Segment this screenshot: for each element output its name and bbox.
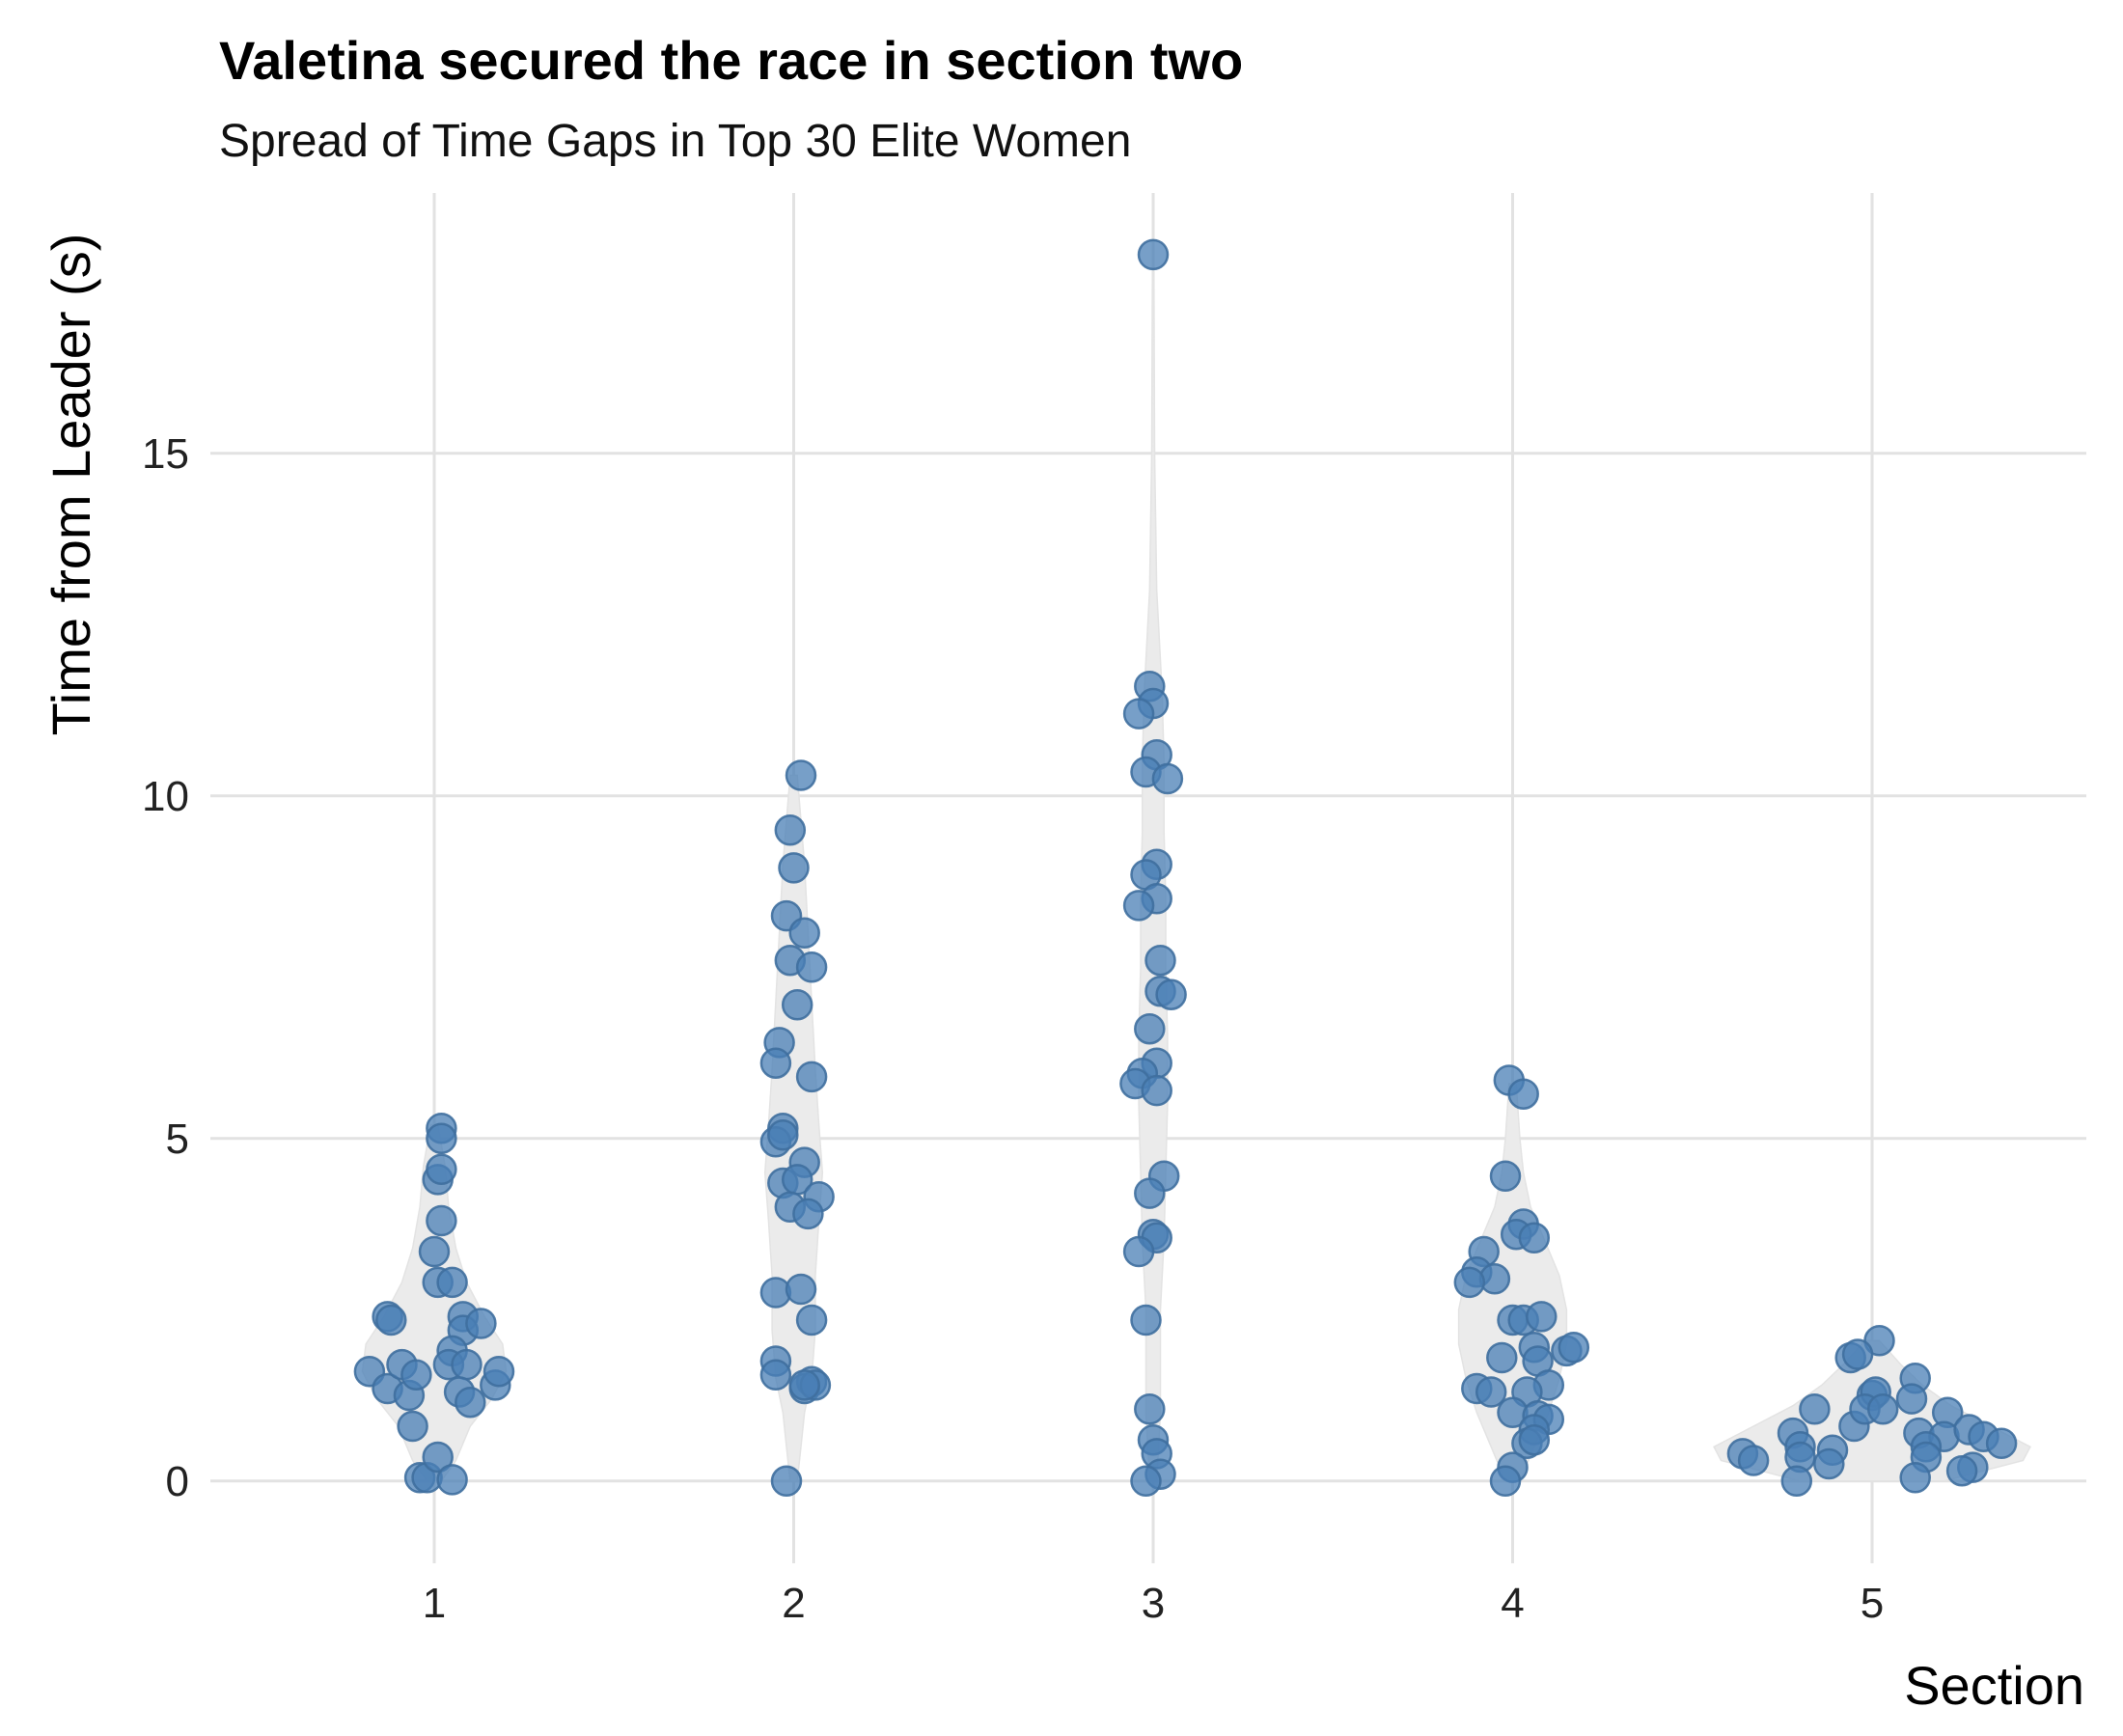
chart-subtitle: Spread of Time Gaps in Top 30 Elite Wome… (219, 116, 1131, 167)
data-point-section-1 (426, 1122, 457, 1155)
data-point-section-2 (770, 1465, 803, 1498)
data-point-section-4 (1453, 1266, 1486, 1299)
x-tick-label: 5 (1861, 1580, 1884, 1627)
data-point-section-3 (1144, 944, 1176, 977)
y-tick-label: 10 (142, 773, 189, 820)
data-point-section-2 (788, 917, 820, 950)
x-tick-label: 2 (782, 1580, 805, 1627)
chart-title: Valetina secured the race in section two (219, 30, 1243, 91)
data-point-section-3 (1130, 1304, 1162, 1336)
data-point-section-5 (1895, 1383, 1928, 1415)
data-point-section-1 (422, 1441, 454, 1474)
violins (361, 254, 2031, 1482)
data-point-section-4 (1518, 1222, 1551, 1254)
x-axis-title: Section (1904, 1655, 2084, 1716)
data-point-section-4 (1489, 1465, 1522, 1498)
data-point-section-5 (1780, 1465, 1813, 1498)
data-point-section-4 (1558, 1332, 1590, 1364)
data-point-section-2 (774, 814, 807, 846)
data-point-section-4 (1507, 1078, 1539, 1110)
data-point-section-1 (451, 1348, 482, 1381)
data-point-section-1 (482, 1355, 515, 1388)
x-tick-label: 1 (423, 1580, 446, 1627)
data-point-section-5 (1985, 1427, 2018, 1460)
data-point-section-3 (1155, 978, 1187, 1010)
data-point-section-1 (455, 1386, 486, 1419)
data-point-section-2 (759, 1047, 792, 1079)
data-point-section-5 (1899, 1462, 1931, 1494)
data-point-section-4 (1486, 1341, 1518, 1374)
x-tick-label: 4 (1501, 1580, 1524, 1627)
data-point-section-1 (436, 1464, 468, 1496)
data-point-section-2 (795, 951, 828, 983)
data-point-section-5 (1737, 1445, 1770, 1476)
data-point-section-3 (1134, 1393, 1166, 1425)
data-point-section-2 (795, 1061, 828, 1093)
data-point-section-5 (1799, 1393, 1831, 1425)
data-point-section-1 (397, 1410, 428, 1443)
y-tick-label: 5 (166, 1116, 189, 1163)
data-point-section-3 (1137, 238, 1170, 271)
data-point-section-5 (1945, 1454, 1978, 1487)
data-point-section-4 (1489, 1160, 1522, 1193)
y-tick-label: 15 (142, 430, 189, 478)
data-point-section-4 (1475, 1376, 1507, 1408)
data-point-section-2 (792, 1198, 824, 1230)
data-point-section-1 (465, 1308, 497, 1339)
data-point-section-1 (436, 1266, 468, 1299)
data-point-section-2 (781, 989, 813, 1021)
y-tick-label: 0 (166, 1458, 189, 1505)
data-point-section-5 (1841, 1338, 1874, 1370)
data-point-section-5 (1866, 1393, 1899, 1425)
data-point-section-1 (375, 1304, 407, 1336)
data-point-section-3 (1141, 1074, 1172, 1107)
data-point-section-2 (785, 1273, 817, 1306)
data-point-section-3 (1151, 762, 1184, 795)
data-point-section-3 (1122, 698, 1155, 730)
data-point-section-1 (426, 1153, 457, 1186)
data-point-section-3 (1122, 1235, 1155, 1268)
data-point-section-2 (767, 1119, 799, 1151)
data-point-section-2 (759, 1359, 792, 1392)
data-point-section-1 (418, 1235, 451, 1268)
data-point-section-3 (1134, 1177, 1166, 1209)
data-point-section-2 (785, 759, 817, 791)
data-point-section-3 (1130, 1465, 1162, 1498)
data-point-section-3 (1122, 890, 1155, 922)
data-point-section-3 (1134, 1012, 1166, 1045)
axis-ticks: 0 5 10 15 1 2 3 4 5 (142, 430, 1884, 1627)
data-points (353, 238, 2018, 1498)
data-point-section-4 (1526, 1301, 1558, 1333)
data-point-section-1 (400, 1359, 432, 1392)
y-axis-title: Time from Leader (s) (41, 234, 101, 736)
data-point-section-2 (788, 1369, 820, 1401)
data-point-section-1 (426, 1204, 457, 1237)
data-point-section-2 (778, 852, 810, 884)
data-point-section-4 (1518, 1423, 1551, 1456)
x-tick-label: 3 (1142, 1580, 1165, 1627)
data-point-section-5 (1813, 1447, 1845, 1480)
data-point-section-2 (795, 1304, 828, 1336)
